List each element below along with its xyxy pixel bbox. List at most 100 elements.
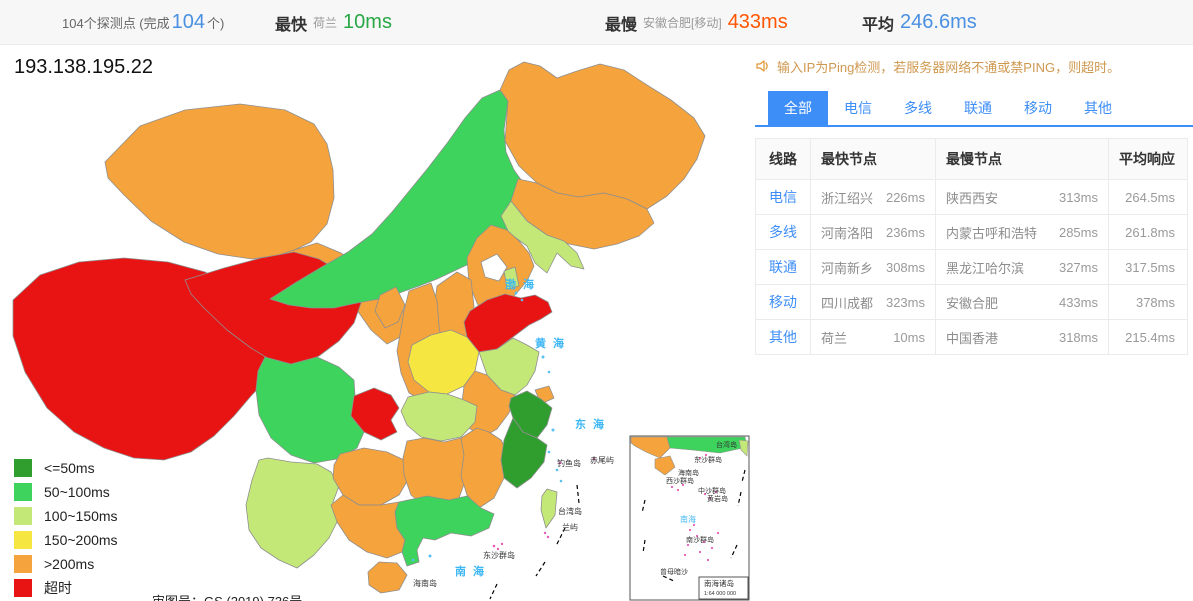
legend-label: 150~200ms (44, 532, 118, 548)
sea-label: 渤海 (505, 277, 541, 291)
region-henan[interactable] (407, 329, 480, 395)
slowest-node-name: 黑龙江哈尔滨 (946, 260, 1025, 276)
probes-stat: 104个探测点 (完成 104 个) (62, 0, 224, 45)
inset-label: 黄岩岛 (707, 494, 728, 503)
line-tabs: 全部 电信 多线 联通 移动 其他 (755, 91, 1193, 127)
sea-label: 南海 (455, 564, 491, 578)
col-line: 线路 (755, 138, 811, 180)
legend-item: 100~150ms (14, 507, 118, 525)
average-label: 平均 (862, 16, 895, 34)
legend-swatch (14, 507, 32, 525)
region-beijing[interactable] (480, 253, 508, 282)
fastest-cell: 河南新乡 308ms (810, 249, 936, 285)
avg-cell: 378ms (1108, 284, 1188, 320)
island-label: 东沙群岛 (483, 550, 515, 560)
ping-results-table: 线路 最快节点 最慢节点 平均响应 电信 浙江绍兴 226ms 陕西西安 313ms… (755, 138, 1188, 355)
ping-notice: 输入IP为Ping检测，若服务器网络不通或禁PING，则超时。 (755, 55, 1193, 77)
legend-label: >200ms (44, 556, 95, 572)
tab-telecom[interactable]: 电信 (844, 100, 872, 116)
inset-label: 南沙群岛 (686, 535, 714, 544)
slowest-value: 433ms (727, 11, 788, 33)
region-yunnan[interactable] (245, 457, 340, 569)
sea-label: 东海 (575, 417, 611, 431)
region-tianjin[interactable] (503, 266, 520, 290)
fastest-node-ms: 308ms (885, 259, 925, 275)
fastest-node: 荷兰 (313, 16, 338, 30)
boundary-dashes (489, 484, 580, 600)
stats-topbar: 104个探测点 (完成 104 个) 最快 荷兰 10ms 最慢 安徽合肥[移动… (0, 0, 1193, 45)
region-zhejiang[interactable] (508, 390, 553, 439)
probes-count: 104 (171, 11, 206, 33)
region-hubei[interactable] (400, 391, 478, 442)
fastest-node-name: 四川成都 (821, 295, 874, 311)
region-fujian[interactable] (500, 417, 548, 489)
tab-multiline[interactable]: 多线 (904, 100, 932, 116)
slowest-node-name: 安徽合肥 (946, 295, 999, 311)
slowest-cell: 安徽合肥 433ms (935, 284, 1109, 320)
inset-label: 曾母暗沙 (660, 567, 688, 576)
map-attribution: 审图号：GS (2019) 736号 (152, 591, 302, 601)
region-hainan[interactable] (367, 561, 408, 594)
tab-all[interactable]: 全部 (768, 91, 828, 125)
fastest-cell: 荷兰 10ms (810, 319, 936, 355)
region-chongqing[interactable] (350, 387, 400, 441)
line-cell[interactable]: 电信 (755, 179, 811, 215)
provinces (12, 61, 706, 594)
table-row: 移动 四川成都 323ms 安徽合肥 433ms 378ms (755, 284, 1188, 320)
region-taiwan[interactable] (540, 488, 558, 529)
slowest-node-ms: 327ms (1058, 259, 1098, 275)
line-cell[interactable]: 联通 (755, 249, 811, 285)
sea-label: 黄海 (535, 336, 571, 350)
region-jiangxi[interactable] (460, 427, 510, 509)
inset-label: 西沙群岛 (666, 476, 694, 485)
slowest-node-ms: 285ms (1058, 224, 1098, 240)
table-row: 电信 浙江绍兴 226ms 陕西西安 313ms 264.5ms (755, 179, 1188, 215)
region-guizhou[interactable] (332, 447, 410, 506)
tab-other[interactable]: 其他 (1084, 100, 1112, 116)
legend-swatch (14, 531, 32, 549)
island-label: 海南岛 (413, 578, 437, 588)
fastest-node-name: 荷兰 (821, 330, 848, 346)
legend-swatch (14, 459, 32, 477)
fastest-cell: 河南洛阳 236ms (810, 214, 936, 250)
col-fastest: 最快节点 (810, 138, 936, 180)
fastest-node-name: 浙江绍兴 (821, 190, 874, 206)
inset-label: 东沙群岛 (694, 455, 722, 464)
inset-scale: 1:64 000 000 (704, 591, 736, 597)
slowest-stat: 最慢 安徽合肥[移动] 433ms (605, 0, 788, 45)
slowest-cell: 内蒙古呼和浩特 285ms (935, 214, 1109, 250)
slowest-node-ms: 313ms (1058, 189, 1098, 205)
col-slowest: 最慢节点 (935, 138, 1109, 180)
legend-swatch (14, 579, 32, 597)
legend-label: 100~150ms (44, 508, 118, 524)
legend-item: 150~200ms (14, 531, 118, 549)
slowest-node-ms: 318ms (1058, 329, 1098, 345)
south-china-sea-inset: 台湾岛 东沙群岛 海南岛 西沙群岛 中沙群岛 黄岩岛 南沙群岛 曾母暗沙 南海 … (629, 435, 750, 601)
inset-label: 台湾岛 (716, 440, 737, 449)
coast-decoration (411, 291, 596, 562)
inset-label: 中沙群岛 (698, 486, 726, 495)
region-sichuan[interactable] (255, 356, 365, 464)
region-ningxia[interactable] (374, 286, 406, 329)
avg-cell: 317.5ms (1108, 249, 1188, 285)
fastest-node-ms: 10ms (893, 329, 925, 345)
probes-suffix: 个) (207, 16, 225, 31)
avg-cell: 261.8ms (1108, 214, 1188, 250)
line-cell[interactable]: 移动 (755, 284, 811, 320)
fastest-node-ms: 226ms (885, 189, 925, 205)
col-average: 平均响应 (1108, 138, 1188, 180)
tab-unicom[interactable]: 联通 (964, 100, 992, 116)
slowest-cell: 陕西西安 313ms (935, 179, 1109, 215)
probes-label: 104个探测点 (完成 (62, 16, 170, 31)
region-guangdong[interactable] (394, 495, 495, 567)
ip-address: 193.138.195.22 (14, 56, 154, 78)
island-label: 赤尾屿 (590, 456, 614, 465)
avg-cell: 215.4ms (1108, 319, 1188, 355)
slowest-node: 安徽合肥[移动] (643, 16, 722, 30)
region-xinjiang[interactable] (104, 103, 335, 260)
line-cell[interactable]: 多线 (755, 214, 811, 250)
tab-mobile[interactable]: 移动 (1024, 100, 1052, 116)
island-label: 台湾岛 (558, 506, 582, 516)
fastest-node-name: 河南新乡 (821, 260, 874, 276)
line-cell[interactable]: 其他 (755, 319, 811, 355)
